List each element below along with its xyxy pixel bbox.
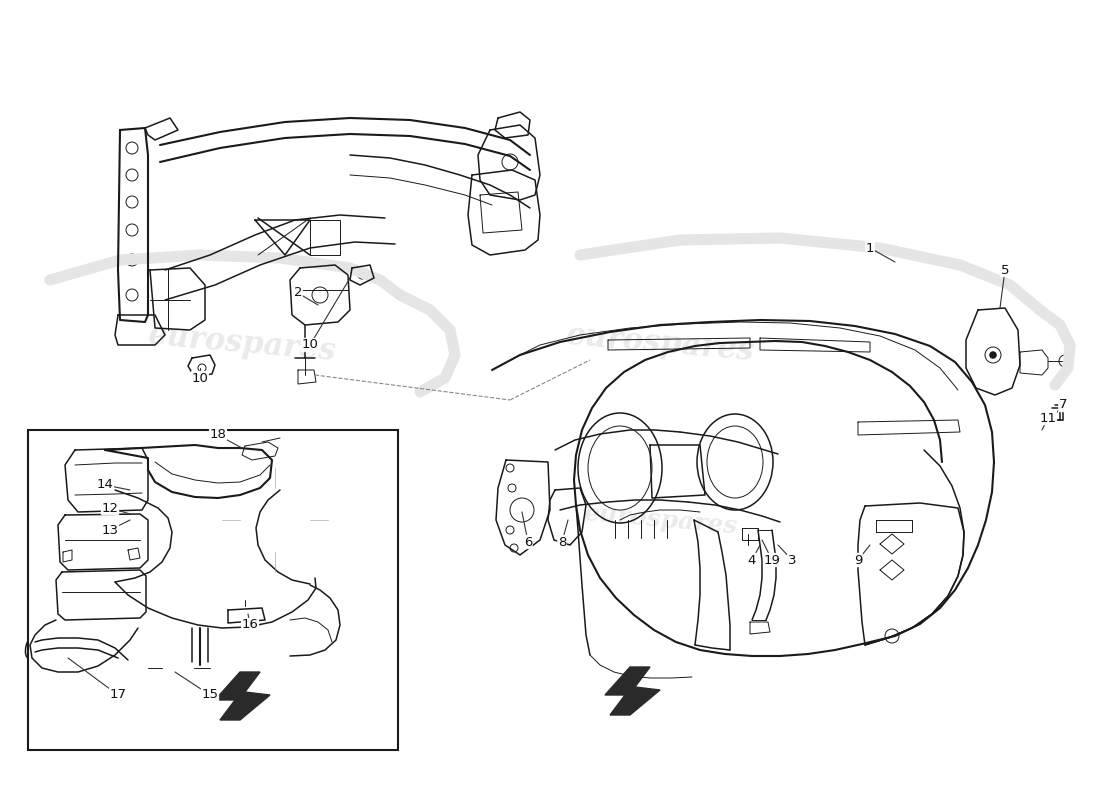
Text: 5: 5 [1001, 263, 1010, 277]
Text: 6: 6 [524, 535, 532, 549]
Text: eurospares: eurospares [164, 502, 320, 538]
Text: 17: 17 [110, 689, 126, 702]
Text: eurospares: eurospares [582, 502, 738, 538]
Text: 4: 4 [748, 554, 756, 566]
Text: 11: 11 [1040, 411, 1056, 425]
Text: 2: 2 [294, 286, 302, 299]
Circle shape [990, 352, 996, 358]
Polygon shape [605, 667, 660, 715]
Text: eurospares: eurospares [146, 320, 338, 368]
Text: 19: 19 [763, 554, 780, 566]
Text: 18: 18 [210, 429, 227, 442]
Text: 15: 15 [201, 689, 219, 702]
Text: 9: 9 [854, 554, 862, 566]
Text: 14: 14 [97, 478, 113, 491]
FancyBboxPatch shape [28, 430, 398, 750]
Text: 3: 3 [788, 554, 796, 566]
Text: 10: 10 [191, 371, 208, 385]
Text: 7: 7 [1058, 398, 1067, 411]
Text: 13: 13 [101, 523, 119, 537]
Polygon shape [214, 672, 270, 720]
Text: 10: 10 [301, 338, 318, 351]
Text: 12: 12 [101, 502, 119, 514]
Text: 8: 8 [558, 535, 566, 549]
Text: eurospares: eurospares [564, 320, 756, 368]
Text: 16: 16 [242, 618, 258, 631]
Text: 1: 1 [866, 242, 874, 254]
